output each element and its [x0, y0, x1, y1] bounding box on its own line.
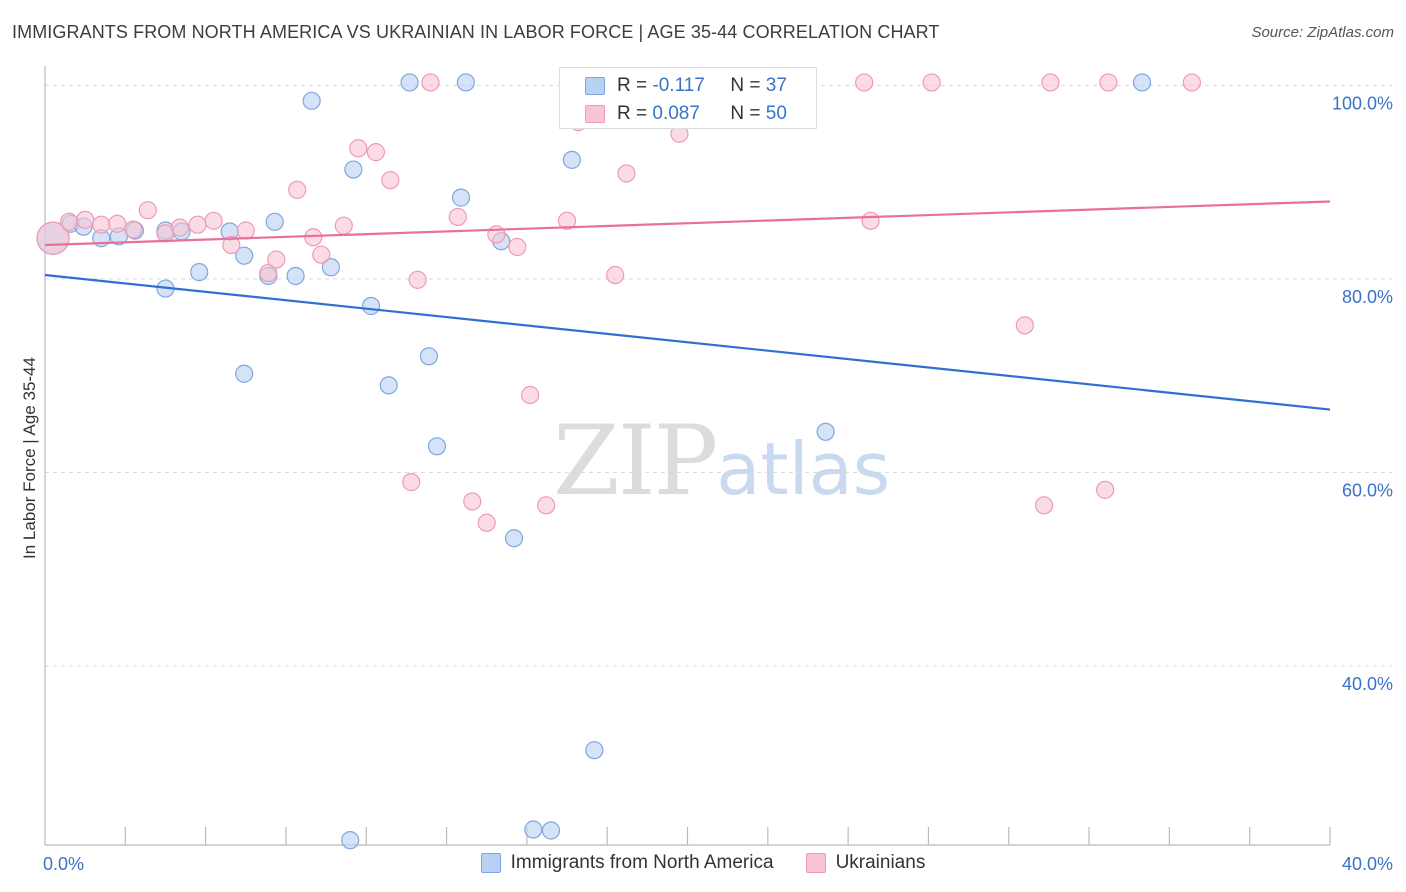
watermark: ZIPatlas [553, 405, 890, 517]
point-blue [361, 296, 381, 316]
point-blue [344, 160, 363, 179]
point-pink [188, 215, 207, 234]
point-pink [1034, 496, 1054, 515]
legend-item-ukrainians[interactable]: Ukrainians [805, 852, 926, 874]
point-pink [861, 211, 880, 230]
point-pink [36, 221, 70, 255]
point-blue [235, 364, 254, 383]
trend-line-pink [44, 200, 1331, 247]
legend-item-immigrants[interactable]: Immigrants from North America [480, 852, 774, 874]
point-pink [617, 164, 636, 183]
point-blue [427, 437, 447, 456]
point-blue [451, 188, 471, 207]
point-blue [235, 246, 254, 265]
point-blue [190, 263, 209, 282]
point-blue [816, 422, 835, 441]
point-pink [1182, 73, 1201, 92]
legend-n-label: N = [730, 75, 761, 96]
chart-title: IMMIGRANTS FROM NORTH AMERICA VS UKRAINI… [12, 22, 940, 42]
point-blue [524, 820, 543, 839]
legend-r-label: R = [617, 75, 648, 96]
point-pink [463, 492, 482, 511]
point-pink [477, 513, 496, 532]
legend-r-value-blue: -0.117 [652, 75, 705, 96]
point-blue [286, 266, 305, 286]
y-tick-label: 60.0% [1342, 480, 1393, 500]
point-pink [204, 211, 223, 230]
legend-swatch-pink [585, 105, 605, 123]
y-tick-label: 80.0% [1342, 287, 1393, 307]
point-pink [288, 180, 307, 199]
point-pink [448, 207, 467, 227]
point-blue [456, 73, 475, 92]
legend-n-value-blue: 37 [765, 75, 787, 96]
y-tick-label: 40.0% [1342, 674, 1393, 694]
point-pink [108, 214, 127, 233]
point-pink [304, 228, 323, 247]
point-pink [222, 235, 241, 255]
point-blue [321, 258, 341, 277]
source-label: Source: ZipAtlas.com [1251, 24, 1394, 41]
legend-label-ukrainians: Ukrainians [835, 852, 926, 873]
point-pink [259, 263, 278, 283]
point-pink [59, 212, 79, 231]
y-tick-label: 100.0% [1332, 93, 1393, 113]
point-blue [1132, 73, 1152, 92]
point-pink [855, 73, 874, 92]
point-pink [349, 139, 368, 158]
point-pink [381, 171, 400, 190]
point-blue [379, 376, 398, 395]
legend-n-value-pink: 50 [765, 103, 787, 124]
point-pink [76, 210, 95, 229]
point-blue [585, 741, 604, 760]
point-pink [267, 250, 286, 269]
point-blue [265, 212, 284, 231]
point-pink [520, 385, 540, 405]
point-pink [508, 237, 527, 257]
point-pink [170, 218, 190, 237]
point-pink [421, 73, 440, 92]
point-pink [537, 496, 556, 515]
x-tick-label: 40.0% [1342, 854, 1393, 874]
trend-line-blue [44, 273, 1331, 411]
legend-swatch-blue [585, 77, 605, 95]
point-pink [557, 211, 577, 230]
point-blue [419, 347, 438, 366]
point-pink [1096, 480, 1115, 499]
point-pink [312, 245, 331, 264]
point-pink [606, 265, 625, 285]
point-pink [402, 473, 421, 492]
legend-r-label: R = [617, 103, 648, 124]
legend-r-value-pink: 0.087 [652, 103, 700, 124]
series-legend: Immigrants from North America Ukrainians [0, 852, 1406, 874]
point-pink [1015, 316, 1034, 335]
point-blue [504, 529, 524, 548]
point-blue [400, 73, 419, 92]
point-pink [1099, 73, 1118, 92]
legend-n-label: N = [730, 103, 761, 124]
point-pink [408, 270, 427, 289]
x-tick-label: 0.0% [43, 854, 84, 874]
point-pink [124, 220, 143, 239]
point-blue [302, 91, 321, 110]
point-pink [922, 73, 941, 92]
point-blue [341, 831, 360, 850]
point-blue [541, 821, 561, 840]
point-pink [366, 143, 385, 162]
point-pink [138, 201, 157, 220]
correlation-legend: R = -0.117 N = 37 R = 0.087 N = 50 [559, 67, 817, 129]
point-pink [334, 216, 353, 235]
watermark-atlas: atlas [716, 427, 891, 511]
point-pink [236, 221, 255, 240]
point-blue [562, 150, 581, 169]
legend-label-immigrants: Immigrants from North America [510, 852, 774, 873]
legend-swatch-blue [480, 853, 501, 873]
watermark-zip: ZIP [553, 405, 718, 517]
legend-row-pink: R = 0.087 N = 50 [560, 100, 787, 128]
legend-row-blue: R = -0.117 N = 37 [560, 72, 787, 100]
point-pink [92, 215, 111, 234]
point-pink [1041, 73, 1060, 92]
legend-swatch-pink [805, 853, 826, 873]
